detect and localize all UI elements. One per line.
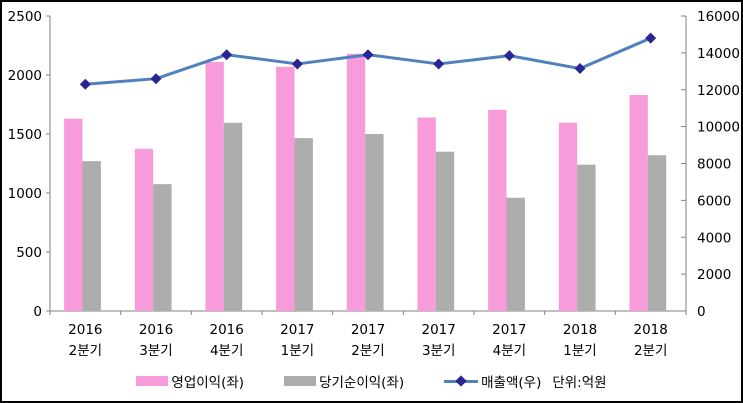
- svg-text:10000: 10000: [697, 120, 740, 136]
- svg-text:0: 0: [33, 304, 42, 320]
- svg-text:2018: 2018: [633, 322, 667, 338]
- svg-text:2016: 2016: [68, 322, 102, 338]
- svg-text:1000: 1000: [8, 186, 42, 202]
- svg-text:2016: 2016: [209, 322, 243, 338]
- legend-item-revenue: 매출액(우) 단위:억원: [444, 371, 607, 391]
- legend-label-net-profit: 당기순이익(좌): [319, 375, 405, 391]
- gray-bar-swatch: [284, 376, 317, 386]
- diamond-marker-icon: [455, 374, 467, 387]
- svg-text:2500: 2500: [8, 9, 42, 25]
- svg-text:1500: 1500: [8, 127, 42, 143]
- svg-text:2017: 2017: [421, 322, 455, 338]
- legend-label-revenue: 매출액(우): [481, 375, 542, 391]
- svg-text:16000: 16000: [697, 9, 740, 25]
- svg-text:2017: 2017: [351, 322, 385, 338]
- svg-text:14000: 14000: [697, 46, 740, 62]
- svg-text:1분기: 1분기: [563, 343, 596, 359]
- svg-text:500: 500: [16, 245, 42, 261]
- svg-text:2016: 2016: [139, 322, 173, 338]
- svg-text:4000: 4000: [697, 230, 731, 246]
- legend-item-net-profit: 당기순이익(좌): [284, 371, 404, 391]
- svg-text:4분기: 4분기: [493, 343, 526, 359]
- svg-text:0: 0: [697, 304, 706, 320]
- line-diamond-swatch: [444, 374, 479, 387]
- pink-bar-swatch: [136, 376, 169, 386]
- svg-text:3분기: 3분기: [139, 343, 172, 359]
- svg-text:3분기: 3분기: [422, 343, 455, 359]
- legend-item-operating-profit: 영업이익(좌): [136, 371, 244, 391]
- chart-legend: 영업이익(좌) 당기순이익(좌) 매출액(우) 단위:억원: [2, 368, 741, 394]
- svg-text:2000: 2000: [697, 267, 731, 283]
- svg-text:2018: 2018: [563, 322, 597, 338]
- svg-text:4분기: 4분기: [210, 343, 243, 359]
- svg-text:1분기: 1분기: [281, 343, 314, 359]
- combo-chart: 0 500 1000 1500 2000 2500 0 2000 4000 6000 8000 100…: [8, 9, 740, 359]
- svg-text:2분기: 2분기: [69, 343, 102, 359]
- legend-label-operating-profit: 영업이익(좌): [171, 375, 245, 391]
- svg-text:2017: 2017: [280, 322, 314, 338]
- svg-text:6000: 6000: [697, 193, 731, 209]
- svg-text:2000: 2000: [8, 68, 42, 84]
- svg-text:2분기: 2분기: [351, 343, 384, 359]
- svg-text:8000: 8000: [697, 157, 731, 173]
- svg-text:2분기: 2분기: [634, 343, 667, 359]
- svg-text:2017: 2017: [492, 322, 526, 338]
- unit-label: 단위:억원: [552, 375, 607, 391]
- svg-text:12000: 12000: [697, 83, 740, 99]
